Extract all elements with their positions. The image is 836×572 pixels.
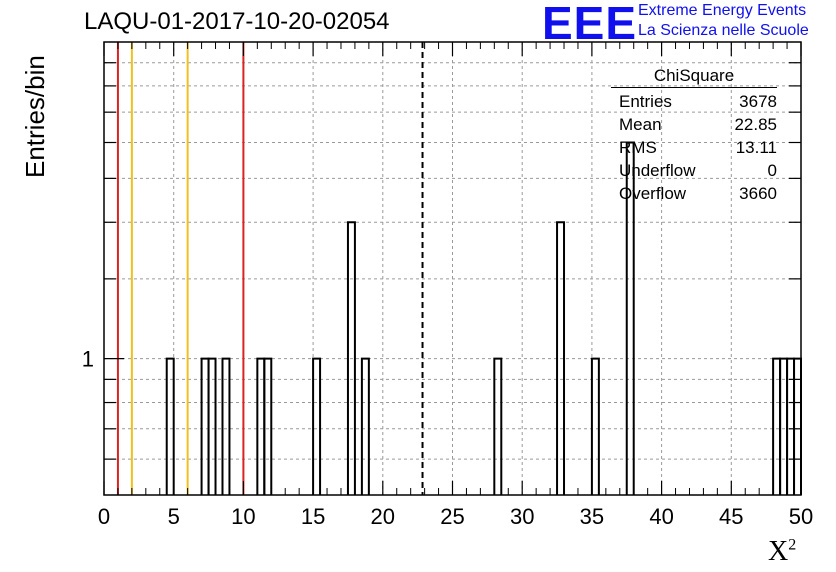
- stats-row-mean: Mean 22.85: [611, 113, 777, 136]
- axis-ticks: [103, 42, 802, 495]
- histogram-bar: [207, 357, 217, 495]
- stats-title: ChiSquare: [611, 66, 777, 88]
- histogram-bar: [590, 357, 600, 495]
- x-tick-label: 20: [371, 504, 395, 529]
- stats-value: 3678: [739, 92, 777, 111]
- x-tick-label: 25: [440, 504, 464, 529]
- histogram-bar: [493, 357, 503, 495]
- chart-title: LAQU-01-2017-10-20-02054: [84, 8, 390, 35]
- stats-label: RMS: [619, 138, 657, 157]
- stats-value: 22.85: [734, 115, 777, 134]
- stats-label: Entries: [619, 92, 672, 111]
- histogram-bar: [312, 357, 322, 495]
- grid-lines: [104, 42, 801, 495]
- histogram-bar: [625, 141, 635, 495]
- histogram-bar: [165, 357, 175, 495]
- histogram-bar: [221, 357, 231, 495]
- x-tick-label: 0: [98, 504, 110, 529]
- x-axis-label: X2: [768, 536, 796, 568]
- stats-value: 13.11: [735, 138, 777, 157]
- stats-row-rms: RMS 13.11: [611, 136, 777, 159]
- x-tick-label: 45: [719, 504, 743, 529]
- stats-label: Overflow: [619, 184, 687, 203]
- stats-box: ChiSquare Entries 3678 Mean 22.85 RMS 13.11…: [611, 66, 777, 205]
- histogram-bar: [556, 221, 566, 495]
- x-tick-label: 40: [649, 504, 673, 529]
- histogram-bar: [360, 357, 370, 495]
- logo-text-line1: Extreme Energy Events: [638, 2, 807, 19]
- stats-row-underflow: Underflow 0: [611, 159, 777, 182]
- histogram-bar: [346, 221, 356, 495]
- x-axis-label-base: X: [768, 536, 789, 567]
- x-tick-label: 10: [231, 504, 255, 529]
- reference-lines: [116, 42, 424, 495]
- x-tick-label: 35: [580, 504, 604, 529]
- stats-row-entries: Entries 3678: [611, 90, 777, 113]
- logo-text-line2: La Scienza nelle Scuole: [638, 22, 809, 39]
- x-axis-label-superscript: 2: [788, 536, 797, 554]
- histogram-bar: [263, 357, 273, 495]
- x-tick-label: 30: [510, 504, 534, 529]
- stats-label: Mean: [619, 115, 662, 134]
- x-tick-label: 15: [301, 504, 325, 529]
- stats-value: 0: [767, 161, 777, 180]
- x-tick-label: 50: [789, 504, 813, 529]
- stats-label: Underflow: [619, 161, 696, 180]
- y-tick-label: 1: [82, 347, 94, 372]
- y-axis-label: Entries/bin: [20, 55, 50, 178]
- tick-labels: 0 5 10 15 20 25 30 35 40 45 50 1: [82, 347, 813, 529]
- stats-row-overflow: Overflow 3660: [611, 182, 777, 205]
- eee-logo: EEE: [542, 0, 638, 49]
- plot-frame: [103, 41, 802, 496]
- stats-value: 3660: [739, 184, 777, 203]
- x-tick-label: 5: [168, 504, 180, 529]
